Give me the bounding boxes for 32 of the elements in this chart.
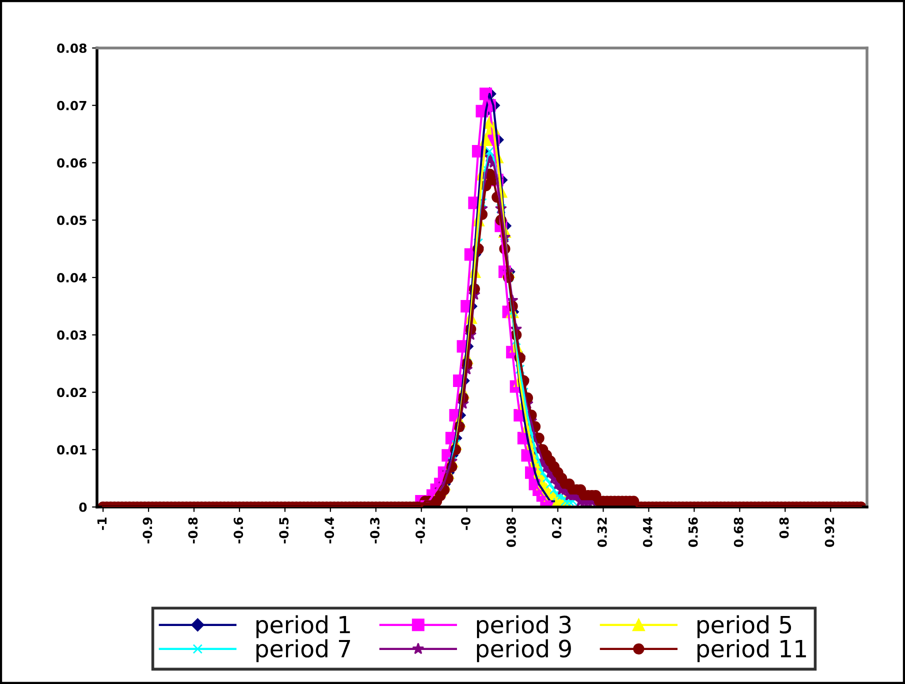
- x-tick-label: 0.32: [597, 518, 607, 547]
- x-tick-label: -0.6: [234, 517, 244, 544]
- x-tick-label: 0.92: [824, 518, 834, 547]
- y-tick-label: 0: [79, 502, 87, 512]
- x-tick-label: -0.2: [416, 518, 425, 544]
- x-tick-label: 0.8: [779, 517, 789, 538]
- legend-label: period 11: [698, 639, 806, 662]
- y-tick-label: 0.08: [57, 43, 87, 53]
- x-tick-label: 0.68: [734, 517, 744, 547]
- x-tick-label: -0.3: [370, 518, 380, 544]
- y-tick-label: 0.06: [57, 158, 87, 168]
- legend-label: period 9: [476, 639, 571, 662]
- legend-label: period 3: [476, 615, 571, 638]
- y-tick-label: 0.01: [57, 445, 86, 455]
- x-tick-label: -0: [461, 517, 470, 530]
- legend-label: period 7: [256, 639, 350, 662]
- x-tick-label: -0.9: [142, 518, 152, 544]
- y-tick-label: 0.03: [57, 330, 86, 340]
- legend-label: period 1: [256, 615, 350, 638]
- y-tick-label: 0.05: [57, 216, 86, 226]
- y-tick-label: 0.07: [57, 100, 86, 110]
- y-tick-label: 0.02: [57, 388, 86, 398]
- x-tick-label: 0.08: [506, 517, 516, 547]
- legend-label: period 5: [698, 615, 792, 638]
- x-tick-label: 0.44: [642, 517, 652, 547]
- x-tick-label: -1: [97, 518, 107, 530]
- x-tick-label: 0.56: [688, 517, 698, 547]
- x-tick-label: -0.4: [324, 517, 334, 544]
- x-tick-label: 0.2: [552, 518, 562, 538]
- x-tick-label: -0.8: [188, 517, 198, 544]
- x-tick-label: -0.5: [279, 518, 289, 544]
- y-tick-label: 0.04: [57, 272, 87, 282]
